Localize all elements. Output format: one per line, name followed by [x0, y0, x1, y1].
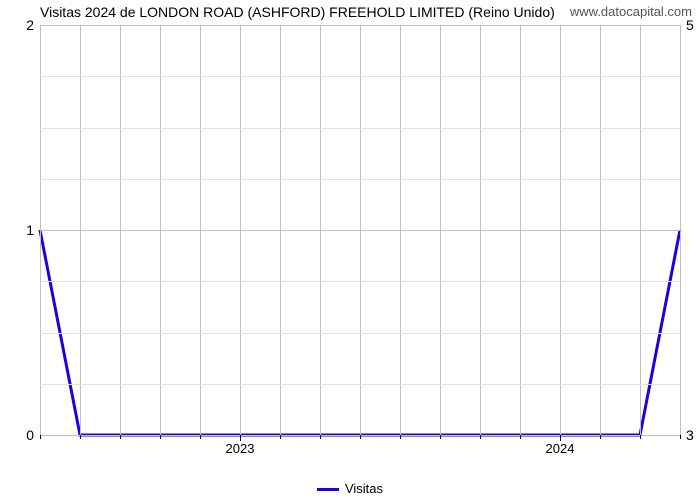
- gridline-horizontal-minor: [40, 333, 680, 334]
- chart-title: Visitas 2024 de LONDON ROAD (ASHFORD) FR…: [40, 4, 555, 20]
- x-tick-mark-minor: [320, 435, 321, 439]
- x-tick-mark-minor: [160, 435, 161, 439]
- y-axis-left-label: 0: [26, 427, 34, 443]
- x-tick-mark-minor: [40, 435, 41, 439]
- gridline-horizontal-minor: [40, 281, 680, 282]
- x-tick-mark-minor: [480, 435, 481, 439]
- y-axis-right-label: 3: [686, 427, 694, 443]
- x-tick-mark-minor: [280, 435, 281, 439]
- x-tick-mark-minor: [200, 435, 201, 439]
- x-tick-mark-minor: [640, 435, 641, 439]
- x-axis-label: 2023: [226, 441, 255, 456]
- gridline-horizontal-minor: [40, 179, 680, 180]
- watermark: www.datocapital.com: [570, 4, 692, 19]
- gridline-horizontal-minor: [40, 128, 680, 129]
- gridline-horizontal-minor: [40, 384, 680, 385]
- x-tick-mark-minor: [680, 435, 681, 439]
- legend-label: Visitas: [345, 481, 383, 496]
- legend-swatch: [317, 488, 339, 491]
- x-tick-mark-minor: [80, 435, 81, 439]
- legend: Visitas: [0, 481, 700, 496]
- chart-plot-area: 0123520232024: [40, 25, 680, 435]
- x-tick-mark-minor: [120, 435, 121, 439]
- gridline-horizontal: [40, 25, 680, 26]
- x-tick-mark-minor: [440, 435, 441, 439]
- x-tick-mark-minor: [400, 435, 401, 439]
- gridline-vertical: [680, 25, 681, 435]
- y-axis-left-label: 1: [26, 222, 34, 238]
- y-axis-right-label: 5: [686, 17, 694, 33]
- x-axis-label: 2024: [546, 441, 575, 456]
- x-tick-mark-minor: [600, 435, 601, 439]
- gridline-horizontal-minor: [40, 76, 680, 77]
- x-tick-mark-minor: [520, 435, 521, 439]
- gridline-horizontal: [40, 230, 680, 231]
- x-tick-mark-minor: [360, 435, 361, 439]
- y-axis-left-label: 2: [26, 17, 34, 33]
